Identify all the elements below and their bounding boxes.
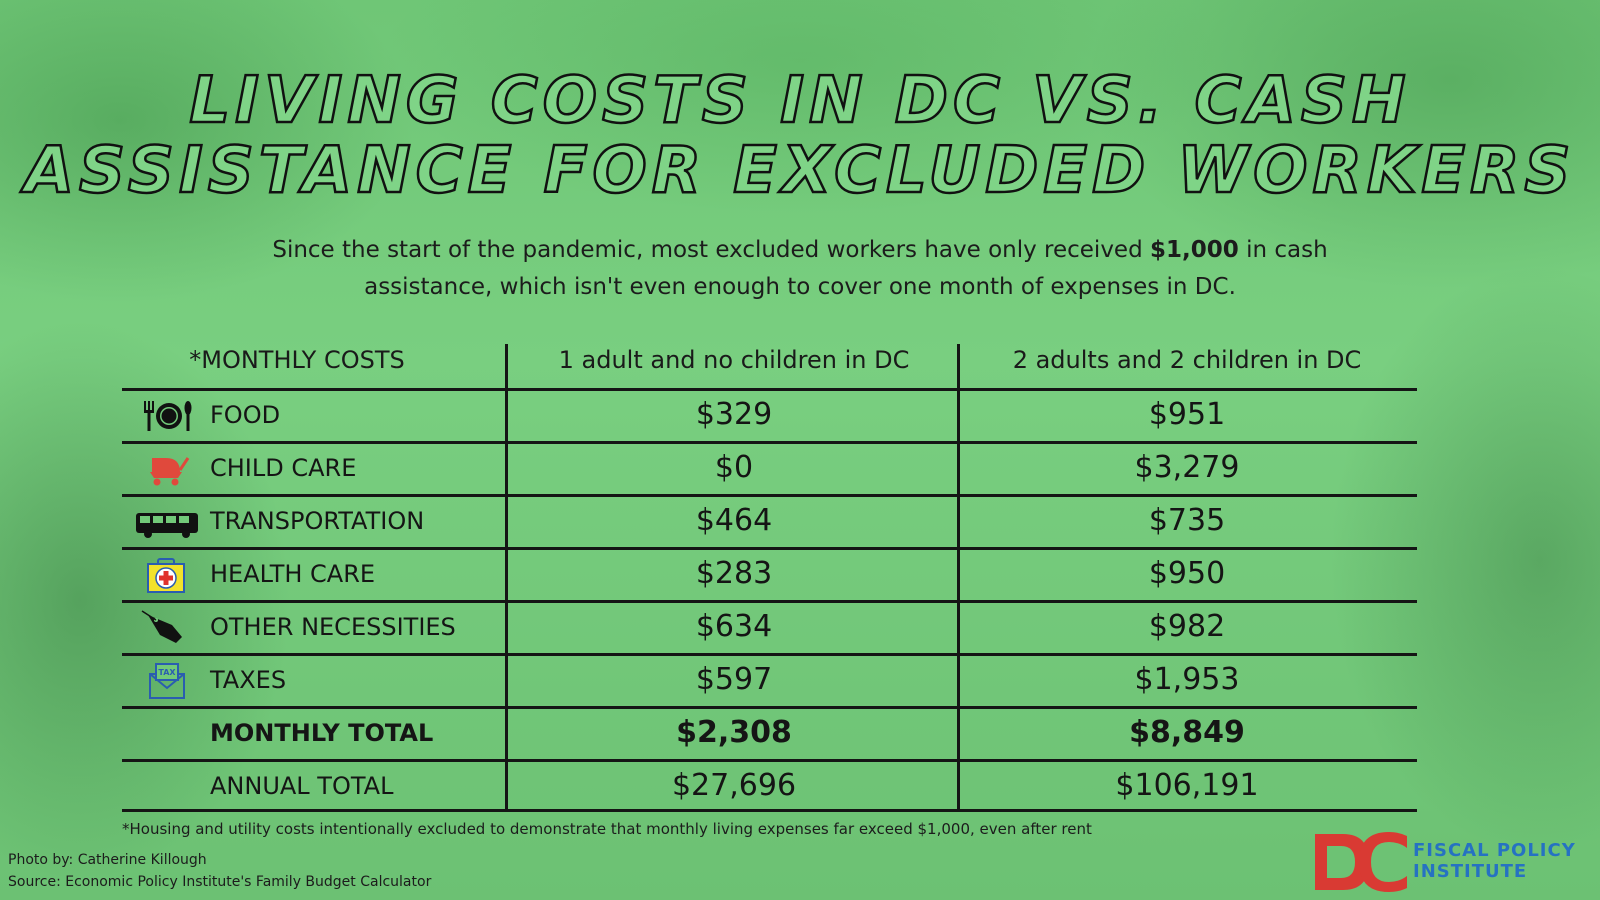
dc-fiscal-policy-logo <box>1315 832 1407 892</box>
column-divider <box>505 656 508 706</box>
logo-line-2: INSTITUTE <box>1413 861 1528 882</box>
row-label: TRANSPORTATION <box>210 507 425 535</box>
header-one-adult: 1 adult and no children in DC <box>558 346 910 374</box>
source-credit: Source: Economic Policy Institute's Fami… <box>8 874 432 890</box>
one-adult-value: $597 <box>695 662 773 697</box>
table-header: *MONTHLY COSTS 1 adult and no children i… <box>122 338 1417 388</box>
bus-icon <box>136 513 198 538</box>
tax-envelope-icon: TAX <box>149 663 185 699</box>
annual-total-label: ANNUAL TOTAL <box>210 772 394 800</box>
row-label: TAXES <box>210 666 287 694</box>
annual-total-row: ANNUAL TOTAL $27,696 $106,191 <box>122 759 1417 812</box>
svg-text:TAX: TAX <box>158 668 176 677</box>
annual-total-family: $106,191 <box>1115 768 1259 803</box>
column-divider <box>505 344 508 388</box>
column-divider <box>505 550 508 600</box>
table-row: HEALTH CARE $283 $950 <box>122 547 1417 600</box>
column-divider <box>505 497 508 547</box>
column-divider <box>957 391 960 441</box>
column-divider <box>505 444 508 494</box>
photo-credit: Photo by: Catherine Killough <box>8 852 207 868</box>
one-adult-value: $0 <box>714 450 754 485</box>
subtitle-text-end: in cash assistance, which isn't even eno… <box>364 237 1328 300</box>
price-tag-icon <box>141 610 182 643</box>
table-row: CHILD CARE $0 $3,279 <box>122 441 1417 494</box>
column-divider <box>505 603 508 653</box>
one-adult-value: $283 <box>695 556 773 591</box>
stroller-icon <box>150 457 190 486</box>
family-value: $951 <box>1148 397 1226 432</box>
column-divider <box>957 444 960 494</box>
family-value: $735 <box>1148 503 1226 538</box>
column-divider <box>957 709 960 759</box>
column-divider <box>957 550 960 600</box>
header-monthly-costs: *MONTHLY COSTS <box>189 346 405 374</box>
column-divider <box>505 709 508 759</box>
title-line-2: Assistance for Excluded Workers <box>23 134 1576 208</box>
title-line-1: Living Costs in DC vs. Cash <box>188 64 1411 138</box>
monthly-total-label: MONTHLY TOTAL <box>210 719 434 747</box>
table-row: TRANSPORTATION $464 $735 <box>122 494 1417 547</box>
monthly-total-one-adult: $2,308 <box>676 715 792 750</box>
column-divider <box>957 656 960 706</box>
cost-table: *MONTHLY COSTS 1 adult and no children i… <box>122 338 1417 812</box>
table-row: FOOD $329 $951 <box>122 388 1417 441</box>
one-adult-value: $464 <box>695 503 773 538</box>
medical-kit-icon <box>147 558 185 593</box>
logo-line-1: FISCAL POLICY <box>1413 840 1576 861</box>
family-value: $982 <box>1148 609 1226 644</box>
logo-text: FISCAL POLICY INSTITUTE <box>1413 840 1576 882</box>
row-label: OTHER NECESSITIES <box>210 613 456 641</box>
subtitle: Since the start of the pandemic, most ex… <box>270 232 1330 306</box>
column-divider <box>957 603 960 653</box>
row-label: CHILD CARE <box>210 454 357 482</box>
column-divider <box>957 344 960 388</box>
family-value: $1,953 <box>1134 662 1240 697</box>
table-row: OTHER NECESSITIES $634 $982 <box>122 600 1417 653</box>
family-value: $950 <box>1148 556 1226 591</box>
column-divider <box>957 762 960 809</box>
table-row: TAX TAXES $597 $1,953 <box>122 653 1417 706</box>
column-divider <box>505 762 508 809</box>
column-divider <box>505 391 508 441</box>
row-label: FOOD <box>210 401 281 429</box>
page-title: Living Costs in DC vs. Cash Assistance f… <box>0 64 1600 208</box>
subtitle-text-start: Since the start of the pandemic, most ex… <box>272 237 1150 263</box>
column-divider <box>957 497 960 547</box>
monthly-total-row: MONTHLY TOTAL $2,308 $8,849 <box>122 706 1417 759</box>
one-adult-value: $634 <box>695 609 773 644</box>
monthly-total-family: $8,849 <box>1129 715 1245 750</box>
one-adult-value: $329 <box>695 397 773 432</box>
food-icon <box>144 401 192 431</box>
row-label: HEALTH CARE <box>210 560 376 588</box>
subtitle-amount: $1,000 <box>1150 237 1239 263</box>
footnote: *Housing and utility costs intentionally… <box>122 820 1092 838</box>
family-value: $3,279 <box>1134 450 1240 485</box>
annual-total-one-adult: $27,696 <box>671 768 797 803</box>
header-family: 2 adults and 2 children in DC <box>1012 346 1362 374</box>
